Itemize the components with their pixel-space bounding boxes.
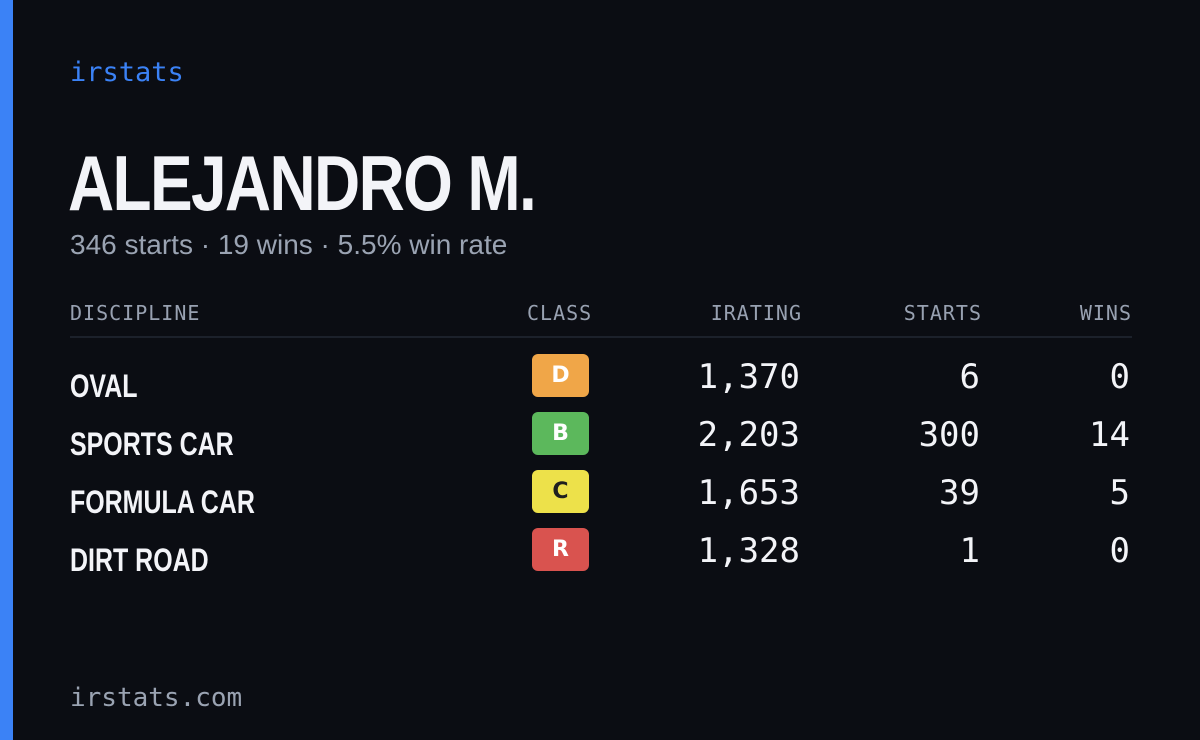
discipline-name: OVAL [70, 368, 138, 404]
table-body: OVAL D 1,370 6 0 SPORTS CAR B 2,203 300 … [70, 338, 1132, 586]
wins-value: 5 [1109, 473, 1130, 513]
starts-value: 1 [959, 531, 980, 571]
discipline-name: SPORTS CAR [70, 426, 234, 462]
discipline-table: DISCIPLINE CLASS IRATING STARTS WINS OVA… [70, 296, 1132, 586]
class-badge: B [532, 412, 589, 455]
irating-value: 2,203 [697, 415, 800, 455]
table-row: SPORTS CAR B 2,203 300 14 [70, 412, 1132, 470]
starts-value: 39 [939, 473, 980, 513]
footer-url: irstats.com [70, 683, 243, 713]
table-row: OVAL D 1,370 6 0 [70, 354, 1132, 412]
brand-logo-text: irstats [70, 57, 184, 88]
header-irating: IRATING [710, 301, 802, 325]
class-badge: R [532, 528, 589, 571]
discipline-name: FORMULA CAR [70, 484, 255, 520]
table-row: DIRT ROAD R 1,328 1 0 [70, 528, 1132, 586]
wins-value: 14 [1089, 415, 1130, 455]
table-header: DISCIPLINE CLASS IRATING STARTS WINS [70, 296, 1132, 338]
discipline-name: DIRT ROAD [70, 542, 209, 578]
header-class: CLASS [527, 301, 593, 325]
driver-name: ALEJANDRO M. [68, 139, 537, 227]
irating-value: 1,328 [697, 531, 800, 571]
starts-value: 6 [959, 357, 980, 397]
class-badge: D [532, 354, 589, 397]
irating-value: 1,370 [697, 357, 800, 397]
wins-value: 0 [1109, 357, 1130, 397]
driver-summary: 346 starts · 19 wins · 5.5% win rate [70, 229, 508, 260]
header-discipline: DISCIPLINE [70, 301, 201, 325]
header-wins: WINS [1079, 301, 1132, 325]
accent-bar [0, 0, 13, 740]
starts-value: 300 [918, 415, 980, 455]
irating-value: 1,653 [697, 473, 800, 513]
table-row: FORMULA CAR C 1,653 39 5 [70, 470, 1132, 528]
class-badge: C [532, 470, 589, 513]
wins-value: 0 [1109, 531, 1130, 571]
header-starts: STARTS [903, 301, 982, 325]
